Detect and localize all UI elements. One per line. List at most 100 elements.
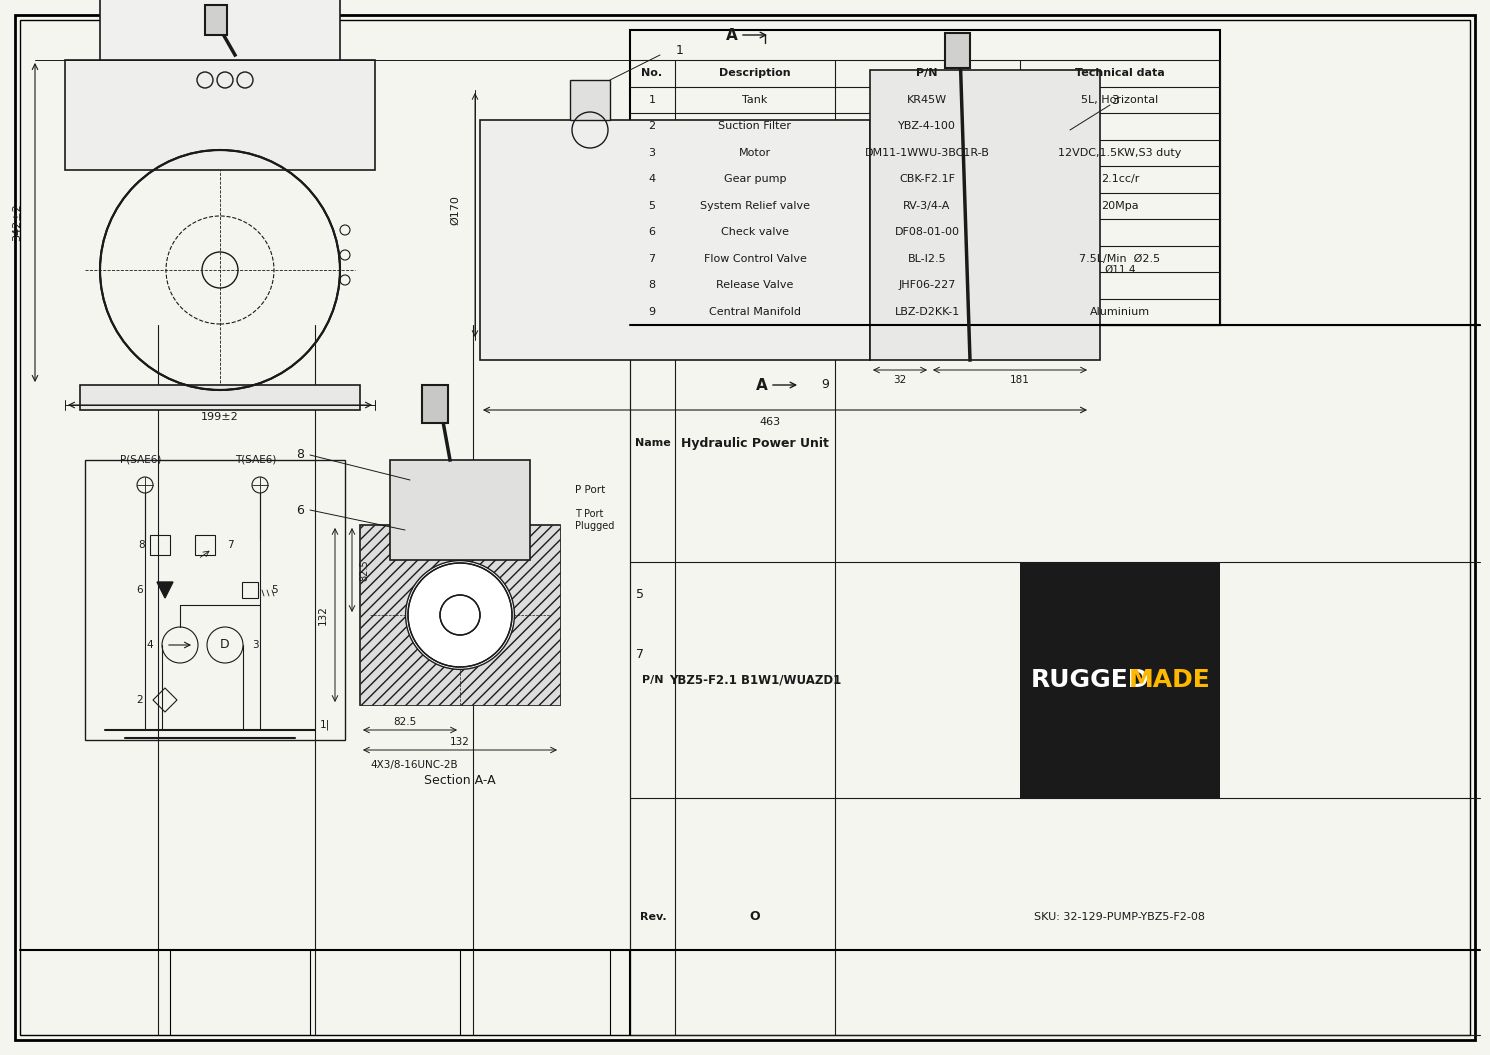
Text: 32: 32 — [894, 375, 906, 385]
Circle shape — [405, 560, 514, 670]
Text: A: A — [755, 378, 767, 392]
Text: 199±2: 199±2 — [201, 413, 238, 422]
Text: SKU: 32-129-PUMP-YBZ5-F2-08: SKU: 32-129-PUMP-YBZ5-F2-08 — [1034, 912, 1205, 922]
Text: 1: 1 — [676, 43, 684, 57]
Text: 132: 132 — [317, 606, 328, 625]
Text: Rev.: Rev. — [639, 912, 666, 922]
Text: Name: Name — [635, 438, 670, 448]
Text: 5L, Horizontal: 5L, Horizontal — [1082, 95, 1159, 104]
Text: 7: 7 — [226, 540, 234, 550]
Bar — [390, 460, 530, 560]
Text: BL-I2.5: BL-I2.5 — [907, 254, 946, 264]
Text: 1|: 1| — [320, 720, 331, 730]
Text: O: O — [749, 910, 760, 923]
Text: 7: 7 — [636, 649, 644, 661]
Text: DF08-01-00: DF08-01-00 — [894, 227, 960, 237]
Text: 5: 5 — [271, 586, 279, 595]
Text: KR45W: KR45W — [907, 95, 948, 104]
Text: Gear pump: Gear pump — [724, 174, 787, 185]
Text: 8: 8 — [648, 281, 656, 290]
Text: P(SAE6): P(SAE6) — [121, 455, 161, 465]
Text: CBK-F2.1F: CBK-F2.1F — [898, 174, 955, 185]
Text: 3: 3 — [252, 640, 258, 650]
Bar — [945, 33, 970, 68]
Bar — [1021, 561, 1220, 799]
Text: MADE: MADE — [1129, 668, 1211, 692]
Text: 7.5L/Min  Ø2.5: 7.5L/Min Ø2.5 — [1079, 254, 1161, 264]
Text: Ø170: Ø170 — [450, 195, 460, 225]
Bar — [361, 525, 560, 705]
Text: LBZ-D2KK-1: LBZ-D2KK-1 — [894, 307, 960, 316]
Text: Motor: Motor — [739, 148, 770, 158]
Text: 5: 5 — [648, 200, 656, 211]
Text: 2: 2 — [648, 121, 656, 131]
Text: 8: 8 — [139, 540, 146, 550]
Text: 6: 6 — [297, 503, 304, 517]
Bar — [480, 120, 870, 360]
Text: Flow Control Valve: Flow Control Valve — [703, 254, 806, 264]
Text: System Relief valve: System Relief valve — [700, 200, 811, 211]
Text: 5: 5 — [636, 589, 644, 601]
Text: YBZ-4-100: YBZ-4-100 — [898, 121, 957, 131]
Text: P Port: P Port — [575, 485, 605, 495]
Bar — [361, 525, 560, 705]
Text: 6: 6 — [648, 227, 656, 237]
Text: 82.5: 82.5 — [359, 559, 370, 581]
Text: 463: 463 — [760, 417, 781, 427]
Text: 3: 3 — [1112, 94, 1119, 107]
Text: 9: 9 — [821, 379, 828, 391]
Text: YBZ5-F2.1 B1W1/WUAZD1: YBZ5-F2.1 B1W1/WUAZD1 — [669, 673, 842, 687]
Text: 12VDC,1.5KW,S3 duty: 12VDC,1.5KW,S3 duty — [1058, 148, 1182, 158]
Text: JHF06-227: JHF06-227 — [898, 281, 955, 290]
Text: No.: No. — [641, 69, 663, 78]
Text: Release Valve: Release Valve — [717, 281, 794, 290]
Text: 8: 8 — [297, 448, 304, 461]
Text: Description: Description — [720, 69, 791, 78]
Text: 20Mpa: 20Mpa — [1101, 200, 1138, 211]
Text: 2.1cc/r: 2.1cc/r — [1101, 174, 1140, 185]
Text: 1: 1 — [648, 95, 656, 104]
Polygon shape — [156, 582, 173, 598]
Text: 9: 9 — [648, 307, 656, 316]
Text: Check valve: Check valve — [721, 227, 790, 237]
Bar — [85, 460, 346, 740]
Bar — [571, 80, 609, 120]
Bar — [66, 60, 375, 170]
Text: 7: 7 — [648, 254, 656, 264]
Text: 342±2: 342±2 — [12, 204, 22, 242]
Text: 3: 3 — [648, 148, 656, 158]
Text: T Port
Plugged: T Port Plugged — [575, 510, 614, 531]
Text: Central Manifold: Central Manifold — [709, 307, 802, 316]
Text: 181: 181 — [1010, 375, 1030, 385]
Bar — [206, 5, 226, 35]
Text: DM11-1WWU-3BC1R-B: DM11-1WWU-3BC1R-B — [864, 148, 989, 158]
Text: Tank: Tank — [742, 95, 767, 104]
Text: 4X3/8-16UNC-2B: 4X3/8-16UNC-2B — [370, 760, 457, 770]
Text: A: A — [726, 27, 738, 42]
Text: 4: 4 — [146, 640, 153, 650]
Bar — [241, 582, 258, 598]
Bar — [195, 535, 215, 555]
Text: 132: 132 — [450, 737, 469, 747]
Bar — [422, 385, 448, 423]
Text: D: D — [221, 638, 229, 652]
Text: T(SAE6): T(SAE6) — [235, 455, 276, 465]
Text: RV-3/4-A: RV-3/4-A — [903, 200, 951, 211]
Text: Technical data: Technical data — [1076, 69, 1165, 78]
Bar — [150, 535, 170, 555]
Text: Hydraulic Power Unit: Hydraulic Power Unit — [681, 437, 828, 449]
Text: Suction Filter: Suction Filter — [718, 121, 791, 131]
Bar — [100, 0, 340, 155]
Text: 82.5: 82.5 — [393, 717, 417, 727]
Text: Section A-A: Section A-A — [425, 773, 496, 786]
Text: RUGGED: RUGGED — [1031, 668, 1149, 692]
Bar — [80, 385, 361, 410]
Text: Ø11.4: Ø11.4 — [1104, 265, 1135, 275]
Text: 4: 4 — [648, 174, 656, 185]
Bar — [630, 30, 1220, 325]
Text: 2: 2 — [137, 695, 143, 705]
Text: Aluminium: Aluminium — [1091, 307, 1150, 316]
Text: P/N: P/N — [916, 69, 937, 78]
Bar — [870, 70, 1100, 360]
Text: 6: 6 — [137, 586, 143, 595]
